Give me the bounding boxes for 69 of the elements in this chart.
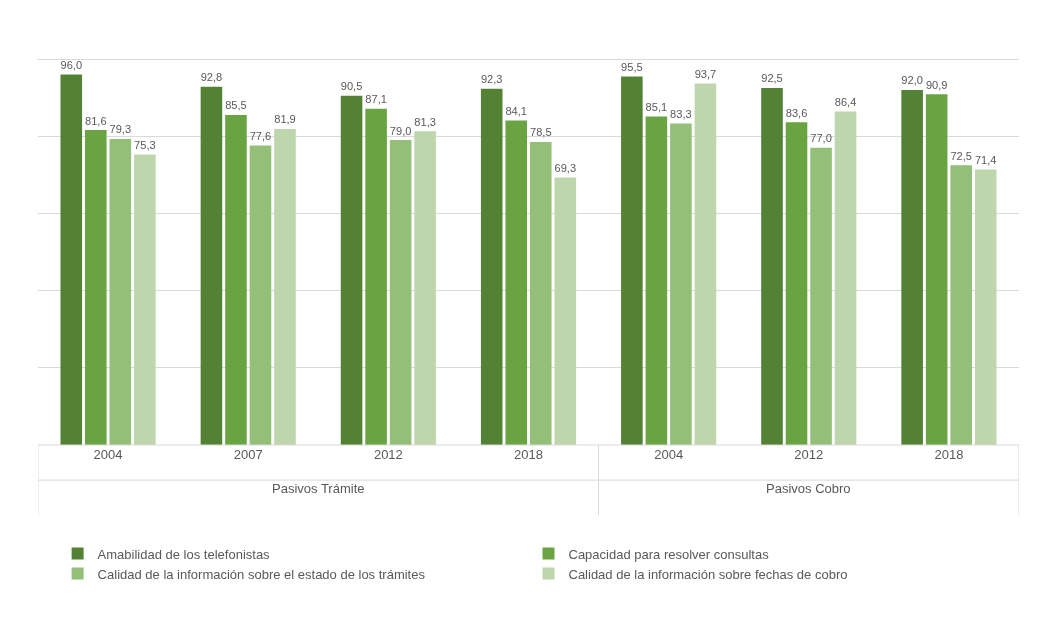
data-label: 81,6 xyxy=(85,114,107,127)
bar xyxy=(810,147,832,445)
bar xyxy=(974,169,997,445)
bar xyxy=(274,128,296,445)
data-label: 86,4 xyxy=(834,95,857,108)
bar xyxy=(225,115,247,445)
data-label: 90,5 xyxy=(340,80,363,93)
text: Pasivos Trámite xyxy=(272,481,365,496)
data-label: 93,7 xyxy=(694,67,717,80)
x-tick-label: 2018 xyxy=(934,447,964,462)
bar xyxy=(834,111,857,445)
data-label: 85,1 xyxy=(645,101,668,114)
x-tick-label: 2004 xyxy=(93,447,123,462)
x-tick-label: 2007 xyxy=(233,447,263,462)
data-label: 84,1 xyxy=(505,104,528,117)
x-tick-label: 2004 xyxy=(654,447,684,462)
bar xyxy=(950,165,972,445)
bar xyxy=(60,74,83,445)
bar xyxy=(621,76,643,445)
bar xyxy=(505,120,528,445)
bar xyxy=(645,116,668,445)
data-label: 83,6 xyxy=(785,106,808,119)
data-label: 77,6 xyxy=(249,129,272,142)
data-label: 71,4 xyxy=(974,153,997,166)
legend-label: Calidad de la información sobre el estado de los trámites xyxy=(97,566,426,582)
legend-label: Capacidad para resolver consultas xyxy=(568,546,770,562)
bar xyxy=(85,130,107,445)
bar xyxy=(901,89,923,445)
legend-label: Calidad de la información sobre fechas de cobro xyxy=(568,566,848,582)
bar xyxy=(694,83,717,445)
data-label: 79,3 xyxy=(109,123,132,136)
bar xyxy=(365,108,387,445)
text: Pasivos Cobro xyxy=(766,481,851,496)
bar xyxy=(200,86,223,445)
bar xyxy=(414,131,436,445)
data-label: 92,0 xyxy=(901,74,923,87)
bar xyxy=(109,138,132,445)
x-tick-label: 2018 xyxy=(514,447,543,462)
data-label: 77,0 xyxy=(810,132,832,145)
data-label: 92,8 xyxy=(200,71,223,84)
bar xyxy=(529,142,552,445)
data-label: 78,5 xyxy=(529,126,552,139)
data-label: 81,9 xyxy=(274,113,296,126)
x-tick-label: 2012 xyxy=(794,447,824,462)
data-label: 85,5 xyxy=(225,99,247,112)
data-label: 92,5 xyxy=(761,72,783,85)
bar xyxy=(480,88,503,445)
bar xyxy=(134,154,156,445)
legend-label: Amabilidad de los telefonistas xyxy=(97,546,271,562)
bar xyxy=(389,140,412,445)
data-label: 83,3 xyxy=(670,107,692,120)
data-label: 79,0 xyxy=(389,124,412,137)
bar xyxy=(249,145,272,445)
data-label: 87,1 xyxy=(365,93,387,106)
data-label: 96,0 xyxy=(60,58,83,71)
data-label: 90,9 xyxy=(925,78,948,91)
bar xyxy=(554,177,577,445)
bar xyxy=(785,122,808,445)
x-tick-label: 2012 xyxy=(373,447,403,462)
data-label: 75,3 xyxy=(134,138,156,151)
data-label: 81,3 xyxy=(414,115,436,128)
bar xyxy=(925,94,948,445)
data-label: 72,5 xyxy=(950,149,972,162)
bar xyxy=(340,95,363,445)
bar xyxy=(670,123,692,445)
data-label: 69,3 xyxy=(554,161,577,174)
bar xyxy=(761,88,783,445)
data-label: 95,5 xyxy=(621,60,643,73)
data-label: 92,3 xyxy=(480,73,503,86)
